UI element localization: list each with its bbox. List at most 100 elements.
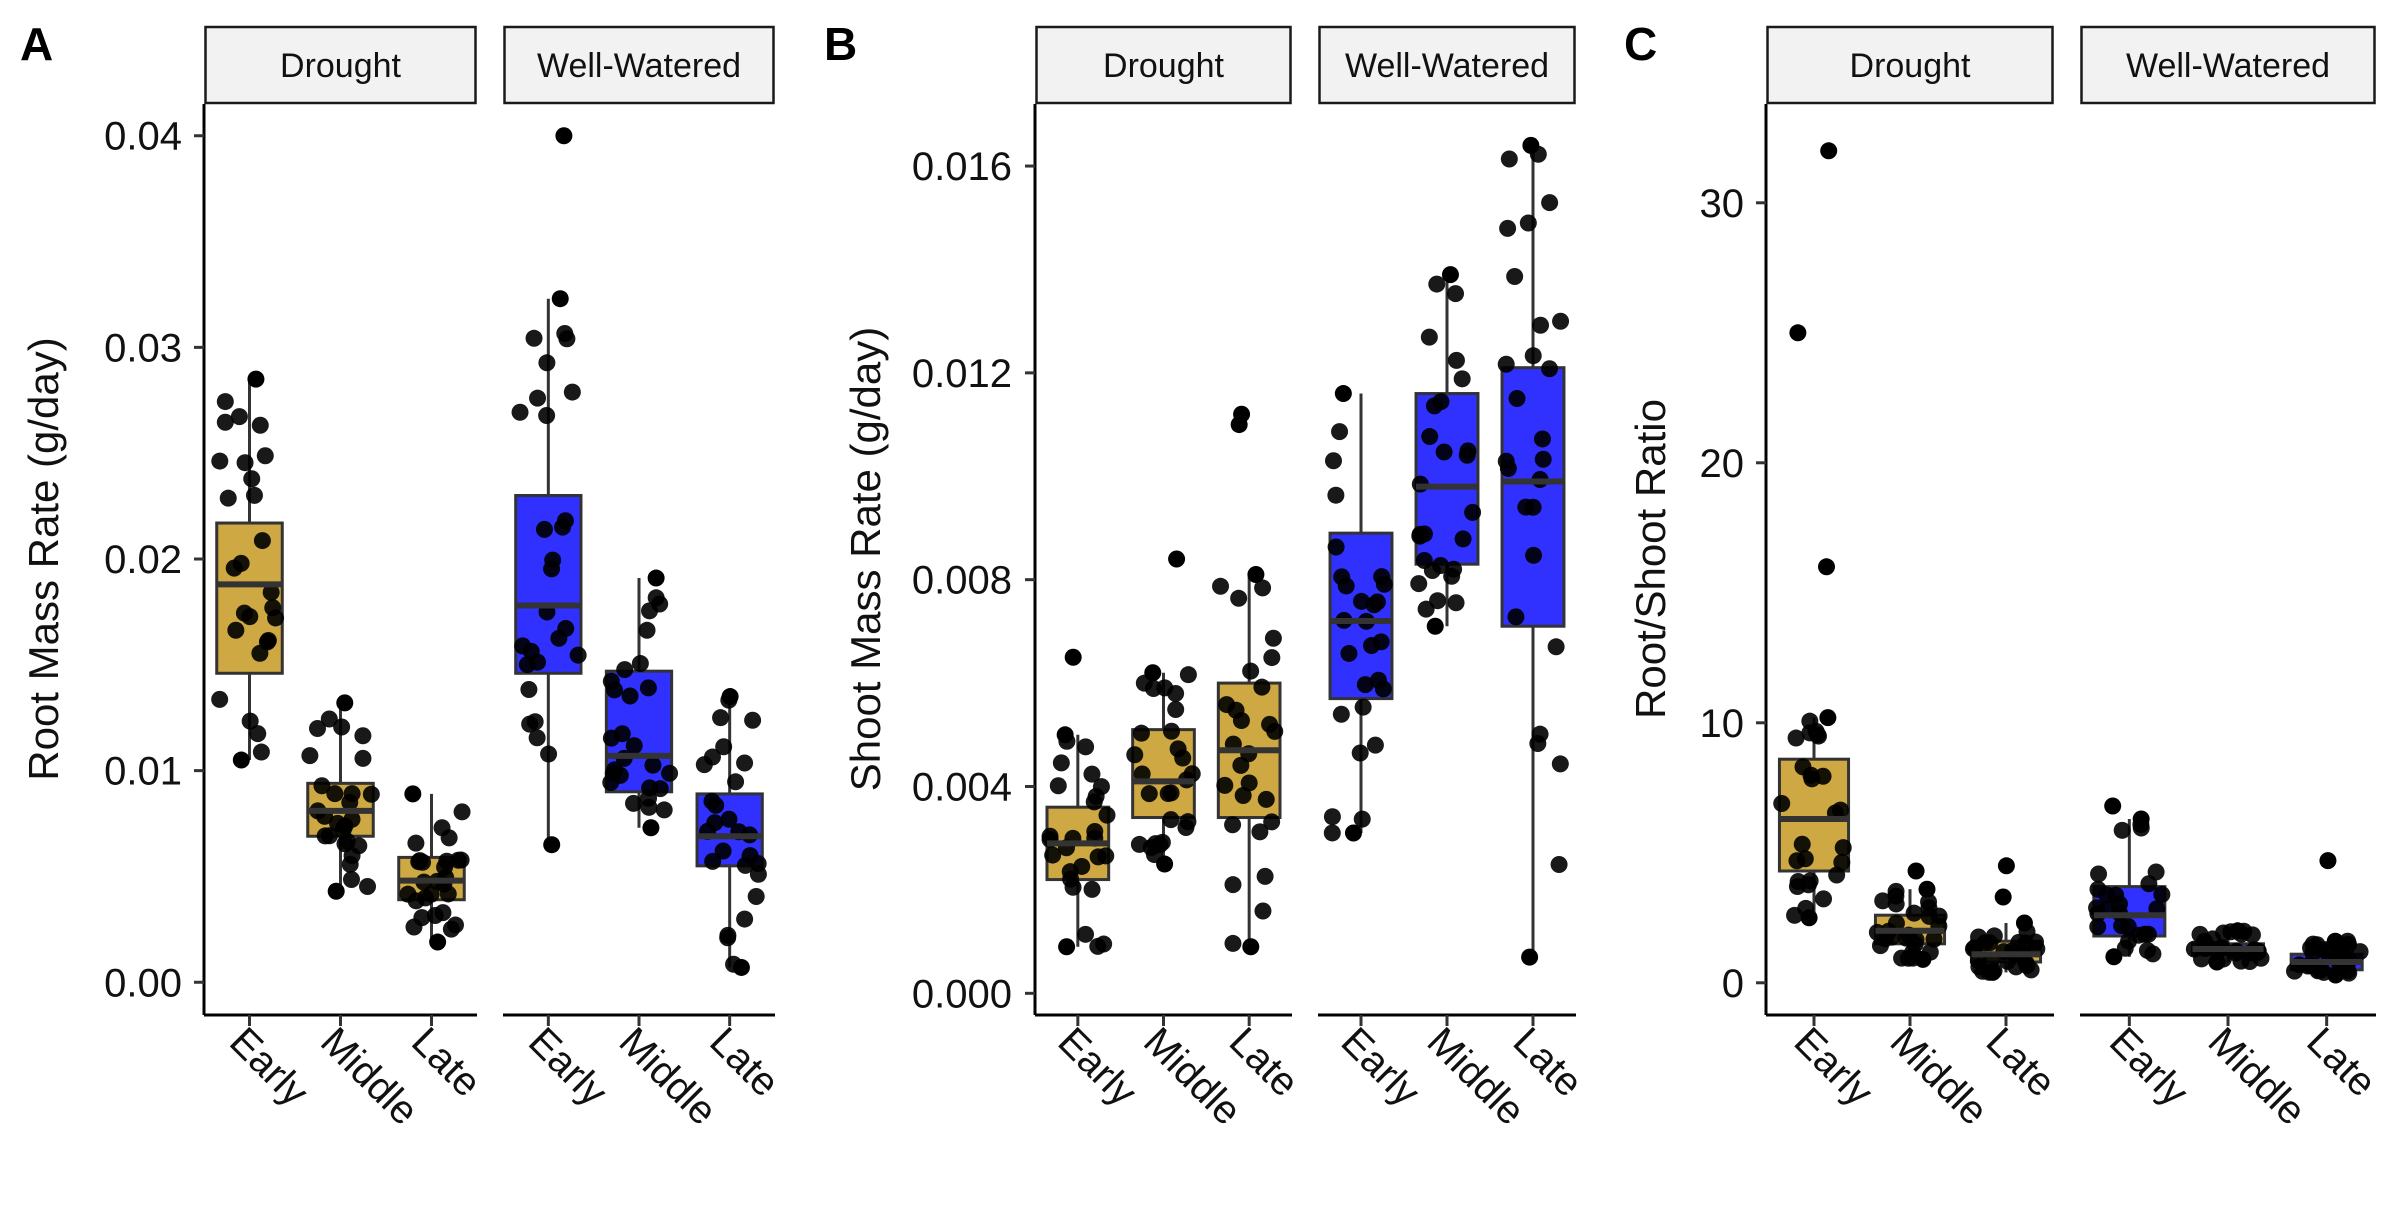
data-point [354,727,372,745]
data-point [232,751,250,769]
data-point [1224,876,1242,894]
data-point [2090,865,2108,883]
data-point [1130,835,1148,853]
data-point [225,559,243,577]
x-category-label: Early [2101,1019,2197,1115]
data-point [1156,679,1174,697]
data-point [1366,736,1384,754]
data-point [1263,813,1281,831]
data-point [1441,266,1459,284]
data-point [1179,666,1197,684]
facet-label: Drought [280,47,402,85]
data-point [2208,953,2226,971]
data-point [1788,852,1806,870]
data-point [520,680,538,698]
data-point [320,710,338,728]
data-point [334,821,352,839]
data-point [1240,774,1258,792]
data-point [1077,738,1095,756]
data-point [1077,925,1095,943]
data-point [613,725,631,743]
data-point [313,777,331,795]
data-point [1499,219,1517,237]
data-point [1871,937,1889,955]
data-point [1089,937,1107,955]
data-point [528,729,546,747]
data-point [2088,899,2106,917]
outlier-point [1789,324,1807,342]
data-point [638,621,656,639]
data-point [1447,594,1465,612]
data-point [518,656,536,674]
data-point [715,738,733,756]
outlier-point [1994,888,2012,906]
data-point [1887,882,1905,900]
data-point [1445,560,1463,578]
data-point [569,646,587,664]
data-point [1497,355,1515,373]
data-point [316,827,334,845]
data-point [1459,442,1477,460]
data-point [736,754,754,772]
y-tick-label: 20 [1700,442,1745,486]
data-point [551,290,569,308]
data-point [1410,575,1428,593]
data-point [1331,423,1349,441]
y-axis-title: Root/Shoot Ratio [1627,399,1674,719]
data-point [1098,806,1116,824]
data-point [525,329,543,347]
data-point [2089,918,2107,936]
data-point [1356,676,1374,694]
data-point [719,929,737,947]
data-point [1447,285,1465,303]
y-axis-title: Root Mass Rate (g/day) [20,337,67,781]
data-point [714,842,732,860]
data-point [1332,705,1350,723]
data-point [262,583,280,601]
data-point [343,785,361,803]
data-point [1224,934,1242,952]
data-point [1179,813,1197,831]
facet-label: Well-Watered [1345,47,1549,85]
facet-label: Drought [1103,47,1225,85]
data-point [1522,136,1540,154]
data-point [1052,754,1070,772]
x-category-label: Late [1978,1019,2064,1105]
data-point [529,389,547,407]
data-point [1163,722,1181,740]
facet-strip [503,25,775,105]
data-point [721,688,739,706]
data-point [2140,875,2158,893]
data-point [452,851,470,869]
y-tick-label: 0.01 [104,750,182,794]
data-point [2243,926,2261,944]
data-point [1421,428,1439,446]
x-category-label: Late [2298,1019,2384,1105]
x-category-label: Middle [611,1019,725,1133]
data-point [259,632,277,650]
data-point [736,910,754,928]
data-point [1083,880,1101,898]
data-point [1531,725,1549,743]
data-point [247,370,265,388]
y-axis-title: Shoot Mass Rate (g/day) [842,327,889,792]
data-point [327,882,345,900]
data-point [326,785,344,803]
data-point [640,789,658,807]
outlier-point [2104,797,2122,815]
data-point [1064,878,1082,896]
data-point [1147,835,1165,853]
data-point [1086,822,1104,840]
data-point [1426,617,1444,635]
data-point [736,856,754,874]
data-point [1787,729,1805,747]
data-point [253,532,271,550]
y-tick-label: 0.004 [912,766,1012,810]
data-point [1508,389,1526,407]
outlier-point [2319,852,2337,870]
y-tick-label: 0.02 [104,538,182,582]
data-point [2015,914,2033,932]
data-point [1132,724,1150,742]
outlier-point [1997,857,2015,875]
